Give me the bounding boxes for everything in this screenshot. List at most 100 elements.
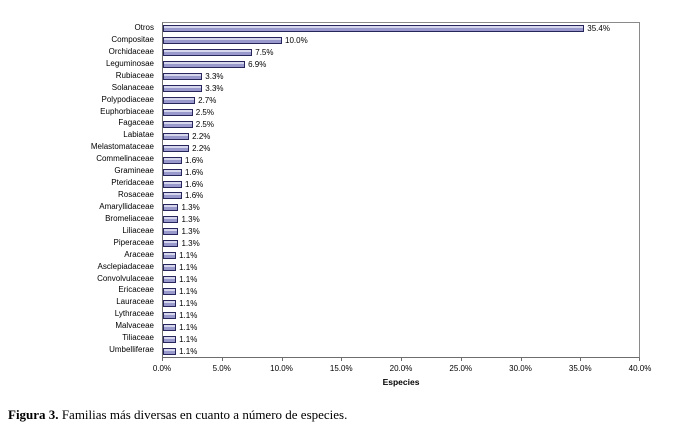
bar-amaryllidaceae: [163, 204, 179, 212]
value-label: 2.7%: [198, 96, 217, 106]
category-label: Solanaceae: [111, 82, 154, 92]
bar-row: 1.3%: [163, 214, 639, 226]
category-label: Piperaceae: [113, 237, 154, 247]
bar-row: 1.1%: [163, 285, 639, 297]
x-tick-label: 30.0%: [509, 364, 532, 373]
bar-row: 6.9%: [163, 59, 639, 71]
bar-row: 1.6%: [163, 178, 639, 190]
bar-araceae: [163, 252, 177, 260]
x-tick-mark: [580, 358, 582, 361]
value-label: 1.3%: [181, 239, 200, 249]
value-label: 1.1%: [179, 334, 198, 344]
bar-lauraceae: [163, 299, 177, 307]
bar-row: 1.1%: [163, 274, 639, 286]
bar-row: 1.1%: [163, 309, 639, 321]
category-label: Lythraceae: [114, 309, 154, 319]
value-label: 1.3%: [181, 227, 200, 237]
bar-row: 2.5%: [163, 107, 639, 119]
bar-liliaceae: [163, 228, 179, 236]
category-label: Liliaceae: [122, 225, 154, 235]
bar-euphorbiaceae: [163, 108, 193, 116]
value-label: 2.2%: [192, 131, 211, 141]
bar-fagaceae: [163, 120, 193, 128]
x-tick-label: 20.0%: [389, 364, 413, 373]
x-axis: 0.0% 5.0% 10.0% 15.0% 20.0% 25.0% 30.0% 35.0% 40…: [153, 358, 651, 378]
figure-caption: Figura 3. Familias más diversas en cuant…: [8, 407, 668, 423]
category-label: Gramineae: [114, 166, 154, 176]
bar-row: 1.1%: [163, 321, 639, 333]
category-label: Melastomataceae: [90, 142, 154, 152]
x-tick-mark: [460, 358, 462, 361]
x-tick-mark: [162, 358, 163, 361]
bar-row: 1.3%: [163, 226, 639, 238]
bar-row: 1.3%: [163, 238, 639, 250]
bar-row: 1.1%: [163, 250, 639, 262]
x-tick-label: 35.0%: [568, 364, 592, 373]
bar-otros: [163, 25, 585, 33]
category-label: Orchidaceae: [108, 46, 154, 56]
value-label: 1.1%: [179, 251, 198, 261]
bar-row: 1.6%: [163, 166, 639, 178]
bar-row: 7.5%: [163, 47, 639, 59]
category-label: Polypodiaceae: [101, 94, 154, 104]
value-label: 3.3%: [205, 84, 224, 94]
bar-convolvulaceae: [163, 275, 177, 283]
x-tick-mark: [341, 358, 343, 361]
bar-rosaceae: [163, 192, 183, 200]
category-label: Rosaceae: [117, 190, 154, 199]
category-label: Commelinaceae: [96, 154, 154, 164]
x-tick-mark: [401, 358, 402, 361]
bar-lythraceae: [163, 311, 177, 319]
category-label: Ericaceae: [118, 285, 154, 295]
bar-melastomataceae: [163, 144, 190, 152]
category-label: Bromeliaceae: [105, 213, 154, 223]
x-tick-label: 25.0%: [449, 364, 473, 373]
x-tick-label: 5.0%: [212, 364, 231, 373]
category-label: Euphorbiaceae: [100, 106, 154, 116]
value-label: 1.1%: [179, 274, 198, 284]
bar-row: 1.6%: [163, 154, 639, 166]
category-label: Fagaceae: [118, 118, 154, 128]
category-label: Tiliaceae: [122, 333, 154, 343]
category-label: Asclepiadaceae: [97, 261, 154, 271]
value-label: 1.1%: [179, 298, 198, 308]
x-tick-mark: [639, 358, 640, 361]
x-tick-label: 15.0%: [329, 364, 353, 373]
category-label: Umbelliferae: [109, 345, 154, 355]
bar-row: 35.4%: [163, 23, 639, 35]
bar-row: 2.5%: [163, 118, 639, 130]
bar-solanaceae: [163, 85, 203, 93]
value-label: 7.5%: [255, 48, 274, 58]
value-label: 2.5%: [195, 119, 214, 129]
bar-labiatae: [163, 132, 190, 140]
bar-leguminosae: [163, 61, 246, 69]
bar-asclepiadaceae: [163, 264, 177, 272]
bar-commelinaceae: [163, 156, 183, 164]
bar-row: 1.6%: [163, 190, 639, 202]
x-axis-title: Especies: [382, 377, 420, 387]
value-label: 1.6%: [185, 191, 204, 201]
bar-tiliaceae: [163, 335, 177, 343]
category-label: Otros: [134, 23, 154, 32]
category-label: Labiatae: [123, 130, 154, 140]
value-label: 1.6%: [185, 167, 204, 177]
bar-compositae: [163, 37, 282, 45]
category-label: Leguminosae: [105, 58, 154, 68]
bar-row: 1.1%: [163, 297, 639, 309]
value-label: 3.3%: [205, 72, 224, 82]
figure-caption-number: Figura 3.: [8, 407, 59, 422]
x-tick-label: 40.0%: [628, 364, 652, 373]
bar-row: 1.1%: [163, 333, 639, 345]
category-label: Pteridaceae: [111, 178, 154, 188]
value-label: 6.9%: [248, 60, 267, 70]
bar-piperaceae: [163, 240, 179, 248]
value-label: 1.3%: [181, 215, 200, 225]
bar-row: 3.3%: [163, 71, 639, 83]
bar-row: 1.3%: [163, 202, 639, 214]
category-label: Rubiaceae: [115, 70, 154, 80]
x-tick-mark: [520, 358, 522, 361]
category-label: Amaryllidaceae: [99, 201, 154, 211]
bar-ericaceae: [163, 287, 177, 295]
plot-area: 35.4% 10.0% 7.5% 6.9% 3.3% 3.3% 2.7% 2.5% 2.5% 2.…: [162, 22, 640, 358]
